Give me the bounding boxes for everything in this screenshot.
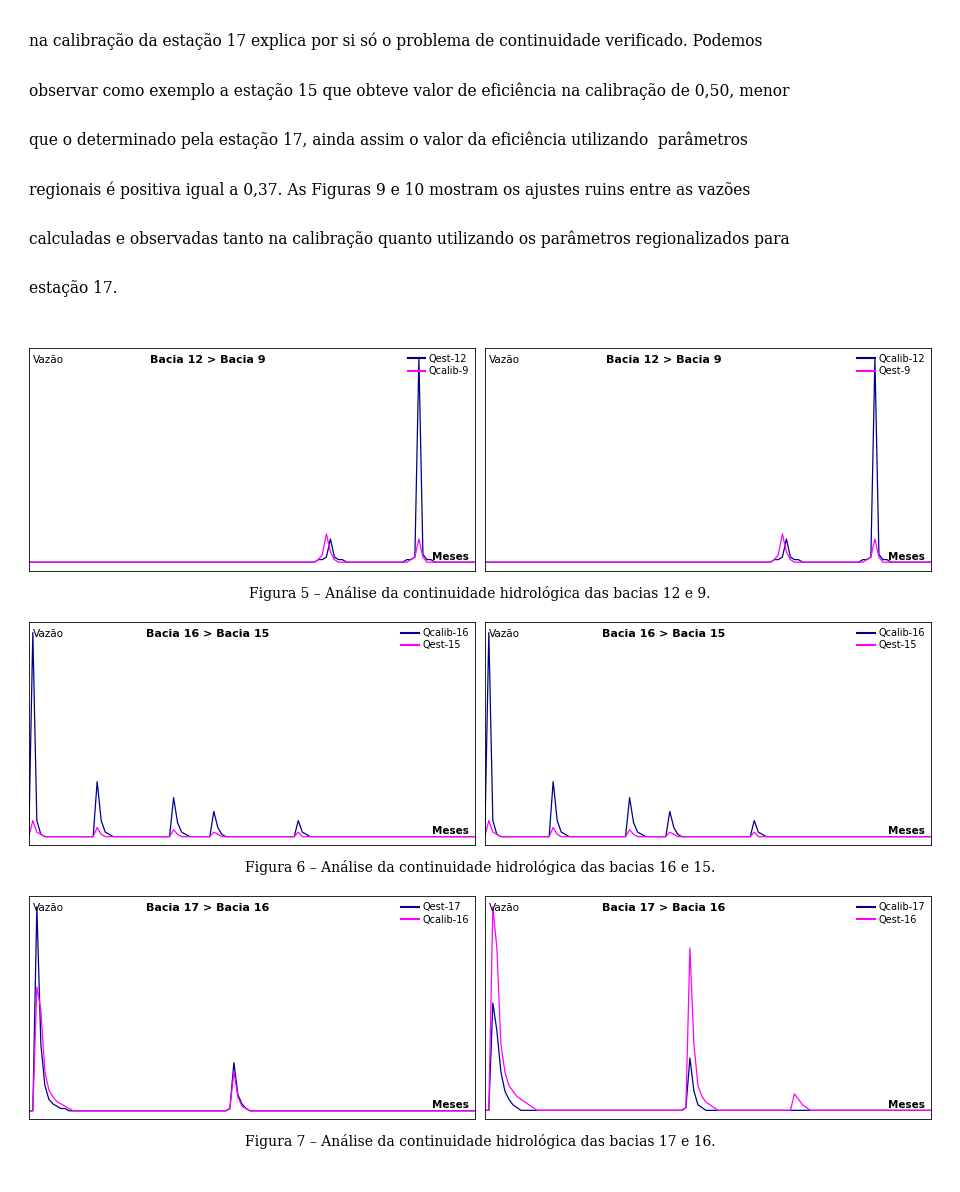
Text: observar como exemplo a estação 15 que obteve valor de eficiência na calibração : observar como exemplo a estação 15 que o…: [29, 82, 789, 100]
Text: Figura 6 – Análise da continuidade hidrológica das bacias 16 e 15.: Figura 6 – Análise da continuidade hidro…: [245, 861, 715, 875]
Text: na calibração da estação 17 explica por si só o problema de continuidade verific: na calibração da estação 17 explica por …: [29, 32, 762, 50]
Text: Bacia 17 > Bacia 16: Bacia 17 > Bacia 16: [146, 904, 269, 913]
Text: Bacia 12 > Bacia 9: Bacia 12 > Bacia 9: [150, 355, 265, 365]
Text: Vazão: Vazão: [34, 904, 64, 913]
Text: Meses: Meses: [432, 826, 468, 837]
Legend: Qest-17, Qcalib-16: Qest-17, Qcalib-16: [400, 901, 470, 926]
Legend: Qest-12, Qcalib-9: Qest-12, Qcalib-9: [407, 353, 470, 378]
Legend: Qcalib-12, Qest-9: Qcalib-12, Qest-9: [856, 353, 926, 378]
Text: Figura 5 – Análise da continuidade hidrológica das bacias 12 e 9.: Figura 5 – Análise da continuidade hidro…: [250, 586, 710, 601]
Text: Bacia 16 > Bacia 15: Bacia 16 > Bacia 15: [602, 629, 725, 639]
Text: Vazão: Vazão: [490, 629, 520, 639]
Text: Bacia 16 > Bacia 15: Bacia 16 > Bacia 15: [146, 629, 269, 639]
Text: Vazão: Vazão: [490, 904, 520, 913]
Text: Vazão: Vazão: [34, 629, 64, 639]
Text: Figura 7 – Análise da continuidade hidrológica das bacias 17 e 16.: Figura 7 – Análise da continuidade hidro…: [245, 1135, 715, 1149]
Legend: Qcalib-17, Qest-16: Qcalib-17, Qest-16: [856, 901, 926, 926]
Text: Meses: Meses: [432, 1100, 468, 1111]
Text: Bacia 17 > Bacia 16: Bacia 17 > Bacia 16: [602, 904, 725, 913]
Text: Meses: Meses: [888, 1100, 924, 1111]
Text: Meses: Meses: [432, 552, 468, 563]
Text: Vazão: Vazão: [34, 355, 64, 365]
Text: que o determinado pela estação 17, ainda assim o valor da eficiência utilizando : que o determinado pela estação 17, ainda…: [29, 132, 748, 149]
Text: Meses: Meses: [888, 826, 924, 837]
Legend: Qcalib-16, Qest-15: Qcalib-16, Qest-15: [400, 627, 470, 652]
Text: calculadas e observadas tanto na calibração quanto utilizando os parâmetros regi: calculadas e observadas tanto na calibra…: [29, 231, 789, 248]
Legend: Qcalib-16, Qest-15: Qcalib-16, Qest-15: [856, 627, 926, 652]
Text: Vazão: Vazão: [490, 355, 520, 365]
Text: Bacia 12 > Bacia 9: Bacia 12 > Bacia 9: [606, 355, 721, 365]
Text: estação 17.: estação 17.: [29, 280, 117, 297]
Text: regionais é positiva igual a 0,37. As Figuras 9 e 10 mostram os ajustes ruins en: regionais é positiva igual a 0,37. As Fi…: [29, 181, 750, 199]
Text: Meses: Meses: [888, 552, 924, 563]
